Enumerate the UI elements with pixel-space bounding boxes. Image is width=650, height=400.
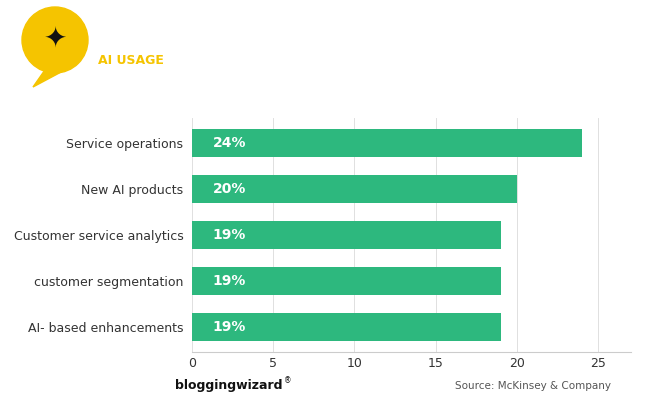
Text: 24%: 24% — [213, 136, 246, 150]
Text: COMPANY AI USE CASES: COMPANY AI USE CASES — [98, 22, 363, 42]
Text: Source: McKinsey & Company: Source: McKinsey & Company — [455, 381, 611, 391]
Text: 19%: 19% — [213, 274, 246, 288]
Text: 20%: 20% — [213, 182, 246, 196]
Bar — [192, 221, 500, 249]
Text: ®: ® — [284, 376, 292, 385]
Text: 19%: 19% — [213, 228, 246, 242]
Text: bloggingwizard: bloggingwizard — [176, 380, 283, 392]
Bar — [192, 129, 582, 157]
Text: 19%: 19% — [213, 320, 246, 334]
Bar — [192, 267, 500, 295]
Polygon shape — [33, 67, 63, 87]
Text: AI USAGE: AI USAGE — [98, 54, 164, 66]
Bar — [192, 175, 517, 203]
Bar — [192, 313, 500, 341]
Circle shape — [22, 7, 88, 73]
Text: ✦: ✦ — [44, 24, 66, 52]
